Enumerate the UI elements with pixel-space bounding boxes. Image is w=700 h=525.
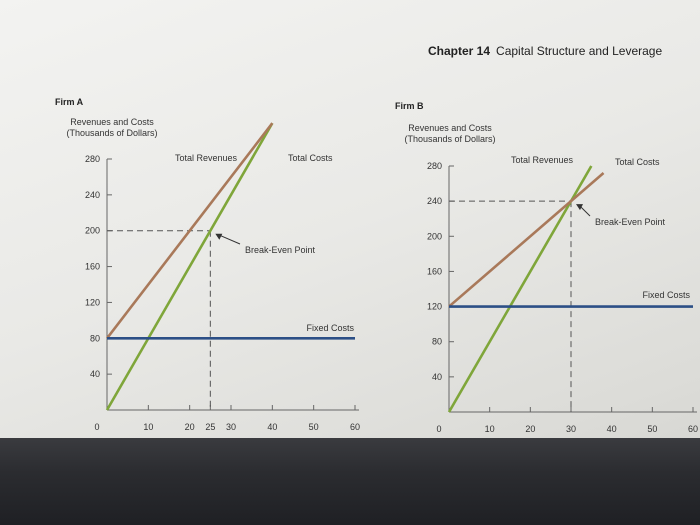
firm-a-x-tick-label: 60	[350, 422, 360, 432]
firm-b-ylabel-line2: (Thousands of Dollars)	[404, 134, 496, 144]
chapter-number: Chapter 14	[428, 44, 491, 58]
firm-b-y-tick-label: 280	[427, 161, 442, 171]
firm-a-x-tick-label: 10	[143, 422, 153, 432]
firm-b-total-costs-line	[448, 172, 605, 308]
firm-a-y-tick-label: 240	[85, 190, 100, 200]
firm-b-break-even-label: Break-Even Point	[595, 217, 666, 227]
firm-b-y-tick-label: 240	[427, 196, 442, 206]
firm-a-x-tick-label: 25	[205, 422, 215, 432]
firm-a-chart: 40 80 120 160 200 240 280 0 10 20 25 30 40 50 60 Total …	[85, 122, 360, 432]
firm-a-y-tick-label: 200	[85, 226, 100, 236]
firm-b-y-tick-label: 120	[427, 302, 442, 312]
firm-a-ylabel-line2: (Thousands of Dollars)	[66, 128, 158, 138]
chapter-title: Capital Structure and Leverage	[496, 44, 663, 58]
firm-a-x-tick-label: 20	[185, 422, 195, 432]
firm-a-title: Firm A	[55, 97, 84, 107]
firm-b-chart: 40 80 120 160 200 240 280 0 10 20 30 40 50 60 Total Re…	[427, 155, 698, 434]
firm-a-break-even-label: Break-Even Point	[245, 245, 316, 255]
firm-a-y-tick-label: 280	[85, 154, 100, 164]
firm-a-y-tick-label: 120	[85, 297, 100, 307]
firm-a-x-tick-label: 40	[267, 422, 277, 432]
firm-b-y-tick-label: 160	[427, 266, 442, 276]
firm-a-total-revenues-line	[105, 122, 274, 411]
firm-a-x-tick-label: 30	[226, 422, 236, 432]
firm-a-break-even-arrowhead	[215, 233, 223, 240]
firm-b-x-tick-label: 10	[485, 424, 495, 434]
firm-b-series-label: Total Revenues	[511, 155, 574, 165]
firm-b-title: Firm B	[395, 101, 424, 111]
firm-b-x-tick-label: 0	[436, 424, 441, 434]
firm-a-x-tick-label: 50	[309, 422, 319, 432]
firm-b-x-tick-label: 40	[607, 424, 617, 434]
firm-a-series-label: Fixed Costs	[306, 323, 354, 333]
firm-a-ylabel-line1: Revenues and Costs	[70, 117, 154, 127]
firm-b-x-tick-label: 50	[647, 424, 657, 434]
firm-b-ylabel-line1: Revenues and Costs	[408, 123, 492, 133]
firm-b-break-even-arrowhead	[576, 204, 583, 211]
firm-b-x-tick-label: 30	[566, 424, 576, 434]
firm-a-series-label: Total Costs	[288, 153, 333, 163]
firm-b-y-tick-label: 200	[427, 231, 442, 241]
firm-b-total-revenues-line	[447, 165, 593, 413]
firm-a-series-label: Total Revenues	[175, 153, 238, 163]
firm-a-y-tick-label: 160	[85, 262, 100, 272]
screen-bezel	[0, 438, 700, 525]
firm-b-y-tick-label: 40	[432, 372, 442, 382]
firm-a-x-tick-label: 0	[94, 422, 99, 432]
firm-b-series-label: Fixed Costs	[642, 290, 690, 300]
firm-b-series-label: Total Costs	[615, 157, 660, 167]
page-heading: Chapter 14 Capital Structure and Leverage	[428, 44, 662, 58]
textbook-page: Chapter 14 Capital Structure and Leverage…	[52, 44, 698, 434]
firm-a-break-even-arrow	[218, 234, 241, 245]
firm-b-ylabel: Revenues and Costs (Thousands of Dollars…	[390, 123, 510, 145]
firm-a-y-tick-label: 80	[90, 333, 100, 343]
firm-b-y-tick-label: 80	[432, 337, 442, 347]
firm-b-x-tick-label: 20	[525, 424, 535, 434]
firm-a-y-tick-label: 40	[90, 369, 100, 379]
firm-b-x-tick-label: 60	[688, 424, 698, 434]
firm-a-ylabel: Revenues and Costs (Thousands of Dollars…	[52, 117, 172, 139]
firm-a-total-costs-line	[105, 122, 274, 340]
